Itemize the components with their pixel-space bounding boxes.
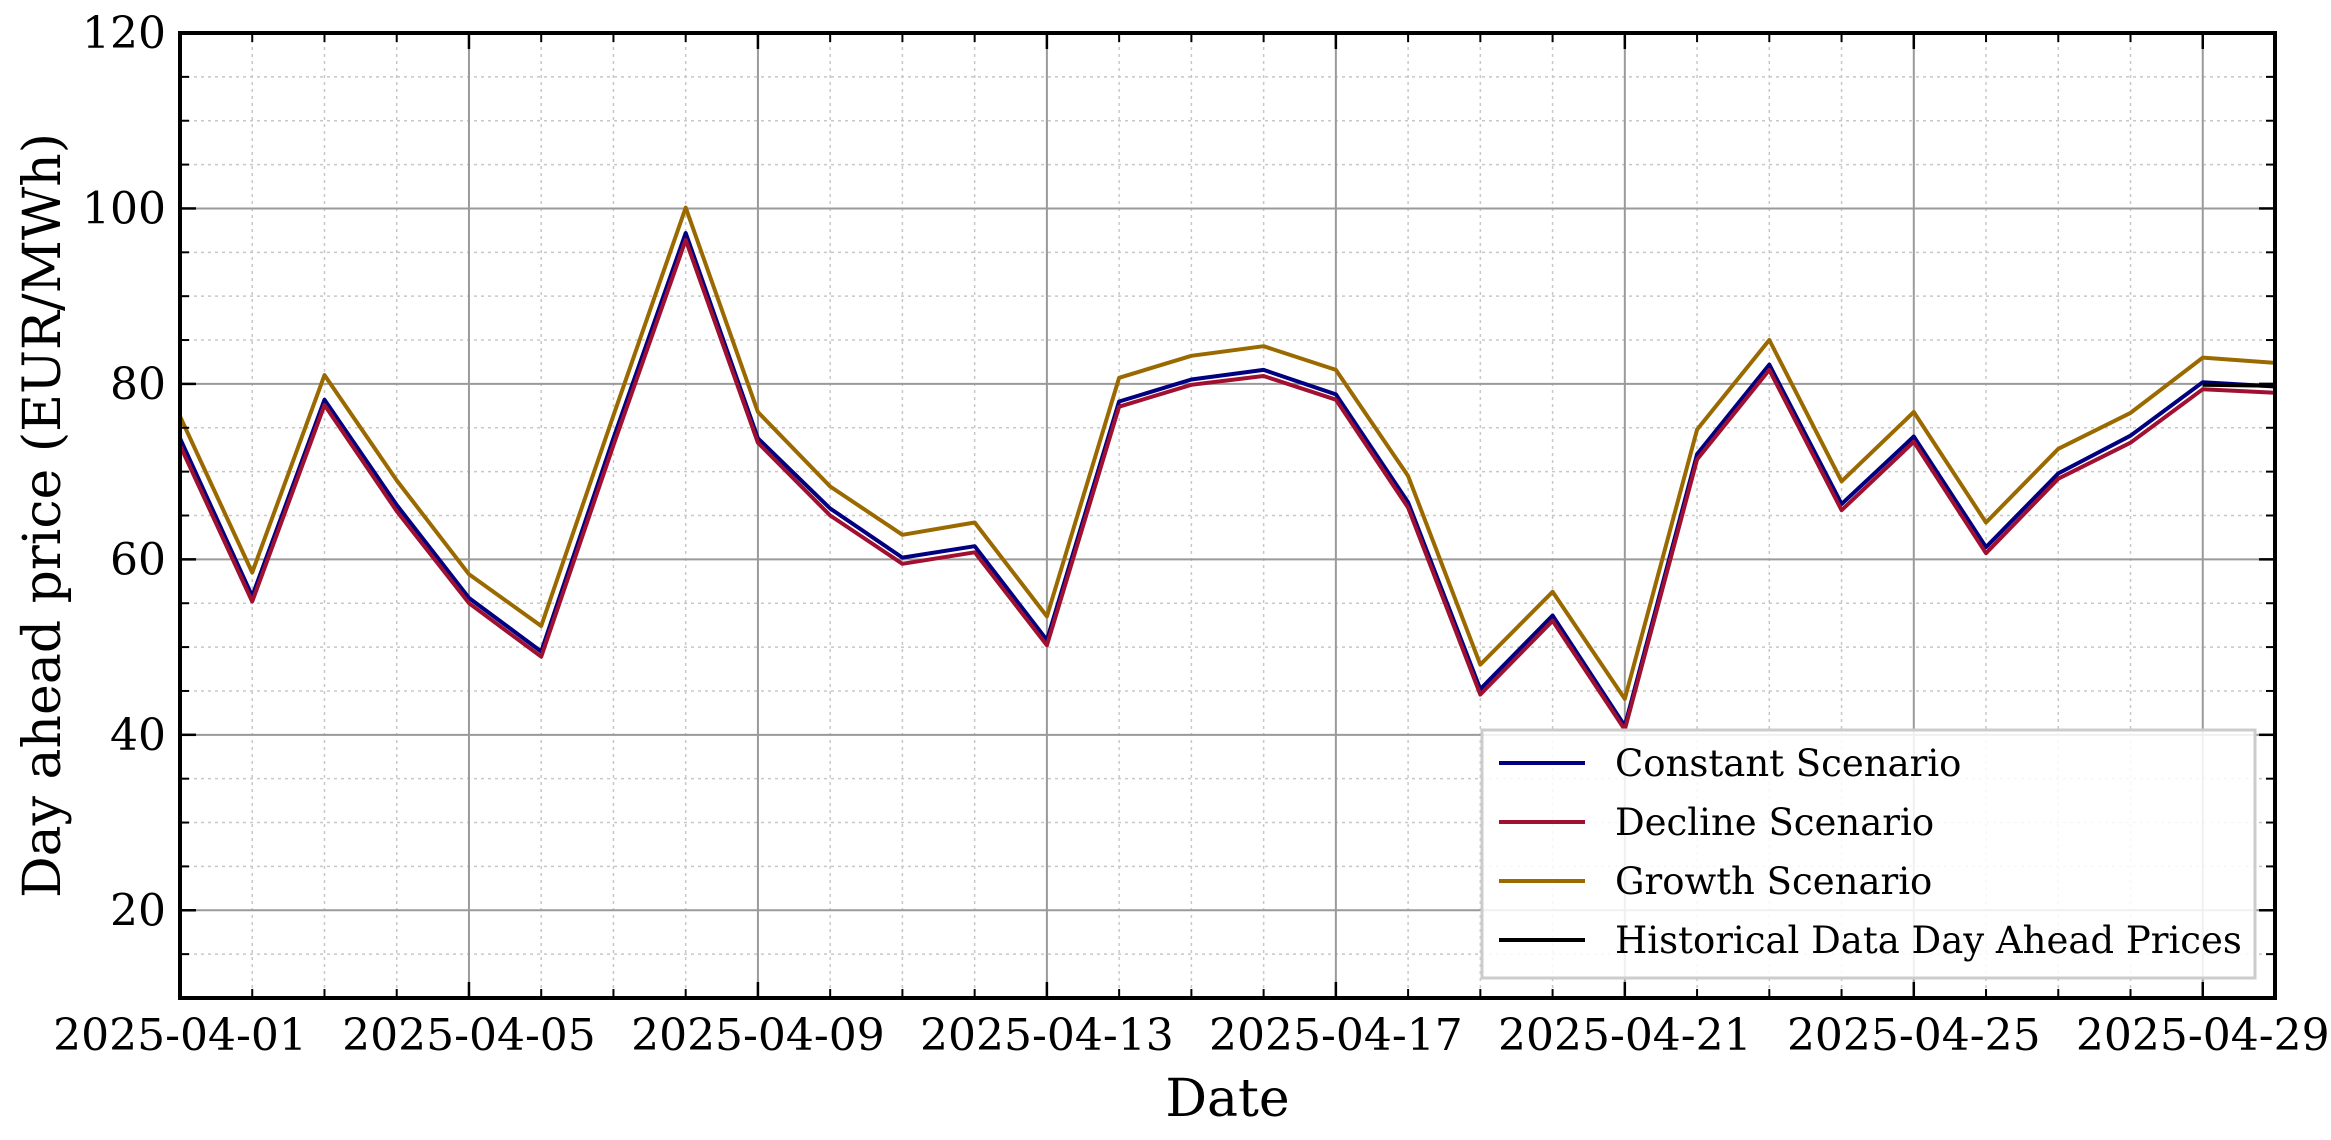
series-line-growth-scenario — [180, 205, 2275, 701]
x-tick-label: 2025-04-29 — [2076, 1010, 2330, 1061]
x-tick-label: 2025-04-01 — [53, 1010, 307, 1061]
y-tick-label: 40 — [110, 710, 166, 761]
legend-label: Decline Scenario — [1615, 801, 1934, 844]
legend-label: Historical Data Day Ahead Prices — [1615, 919, 2242, 962]
x-tick-label: 2025-04-17 — [1209, 1010, 1463, 1061]
y-tick-label: 100 — [82, 183, 166, 234]
x-tick-label: 2025-04-05 — [342, 1010, 596, 1061]
y-tick-label: 60 — [110, 534, 166, 585]
x-tick-label: 2025-04-25 — [1787, 1010, 2041, 1061]
legend-label: Constant Scenario — [1615, 742, 1961, 785]
y-axis-label: Day ahead price (EUR/MWh) — [13, 133, 73, 898]
x-tick-label: 2025-04-13 — [920, 1010, 1174, 1061]
legend-label: Growth Scenario — [1615, 860, 1932, 903]
y-tick-label: 120 — [82, 8, 166, 59]
x-tick-labels: 2025-04-01 2025-04-05 2025-04-09 2025-04-13… — [53, 1010, 2329, 1061]
series-line-decline-scenario — [180, 238, 2275, 732]
legend: Constant Scenario Decline Scenario Growth … — [1480, 728, 2257, 980]
y-tick-label: 80 — [110, 359, 166, 410]
y-tick-label: 20 — [110, 885, 166, 936]
legend-box — [1480, 728, 2257, 980]
x-tick-label: 2025-04-21 — [1498, 1010, 1752, 1061]
y-tick-labels: 20 40 60 80 100 120 — [82, 8, 166, 936]
series-lines — [180, 205, 2275, 732]
series-line-historical-data-day-ahead-prices — [2202, 382, 2275, 388]
plot-frame — [178, 31, 2277, 1000]
series-line-constant-scenario — [180, 231, 2275, 728]
x-axis-label: Date — [1165, 1069, 1289, 1129]
x-tick-label: 2025-04-09 — [631, 1010, 885, 1061]
